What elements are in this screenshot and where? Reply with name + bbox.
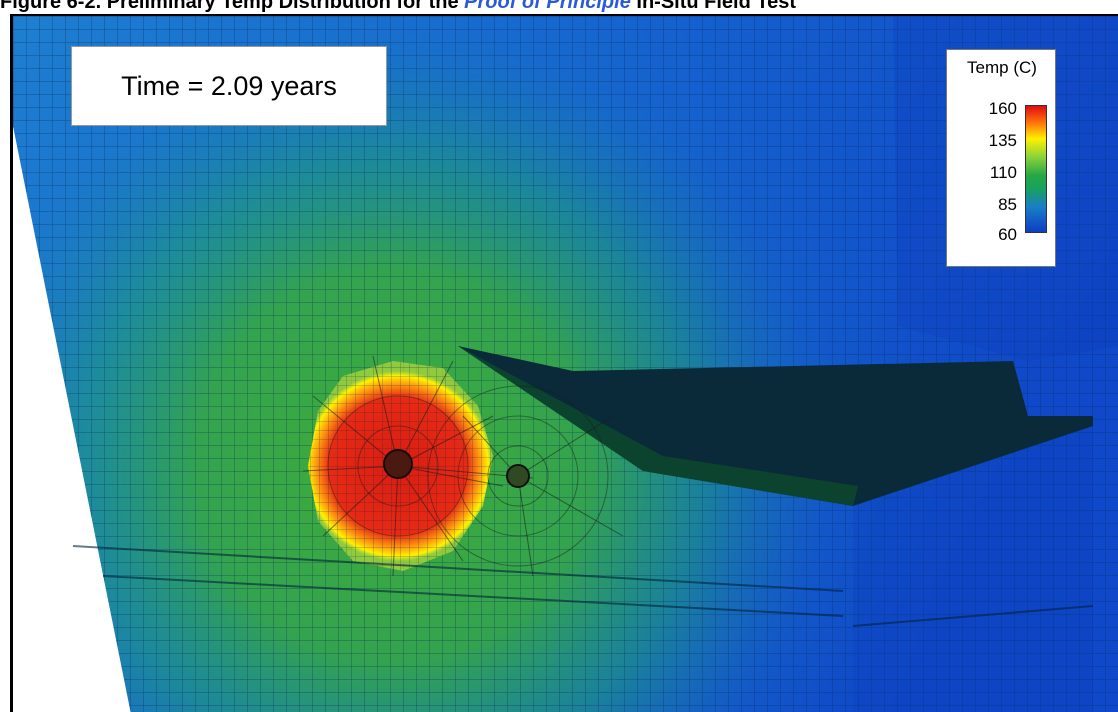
concentric-mesh-lines (327, 385, 609, 567)
caption-part-2: Proof of Principle (464, 0, 631, 13)
radial-mesh-lines (302, 355, 624, 577)
figure-caption: Figure 6-2. Preliminary Temp Distributio… (0, 0, 1118, 14)
legend-tick-85: 85 (998, 195, 1017, 214)
caption-part-1: Figure 6-2. Preliminary Temp Distributio… (0, 0, 465, 13)
layer-lines (72, 545, 1094, 627)
legend-color-bar (1025, 105, 1047, 233)
time-label-box: Time = 2.09 years (71, 46, 387, 126)
legend-tick-110: 110 (989, 163, 1017, 182)
legend-title: Temp (C) (967, 58, 1037, 77)
temperature-figure: Time = 2.09 years Temp (C) 160 135 110 8… (10, 14, 1118, 712)
lower-right-face (853, 426, 1093, 712)
time-label: Time = 2.09 years (121, 70, 337, 101)
legend-tick-60: 60 (998, 225, 1017, 244)
drift-wall (458, 346, 858, 506)
caption-part-3: In-Situ Field Test (630, 0, 797, 13)
heater-borehole (383, 449, 413, 479)
temperature-legend: Temp (C) 160 135 110 85 60 (946, 49, 1056, 267)
mesh-grid (13, 16, 1118, 712)
legend-tick-135: 135 (988, 131, 1017, 150)
drift-opening (458, 346, 1093, 506)
monitoring-borehole (506, 464, 530, 488)
legend-tick-160: 160 (988, 99, 1017, 118)
